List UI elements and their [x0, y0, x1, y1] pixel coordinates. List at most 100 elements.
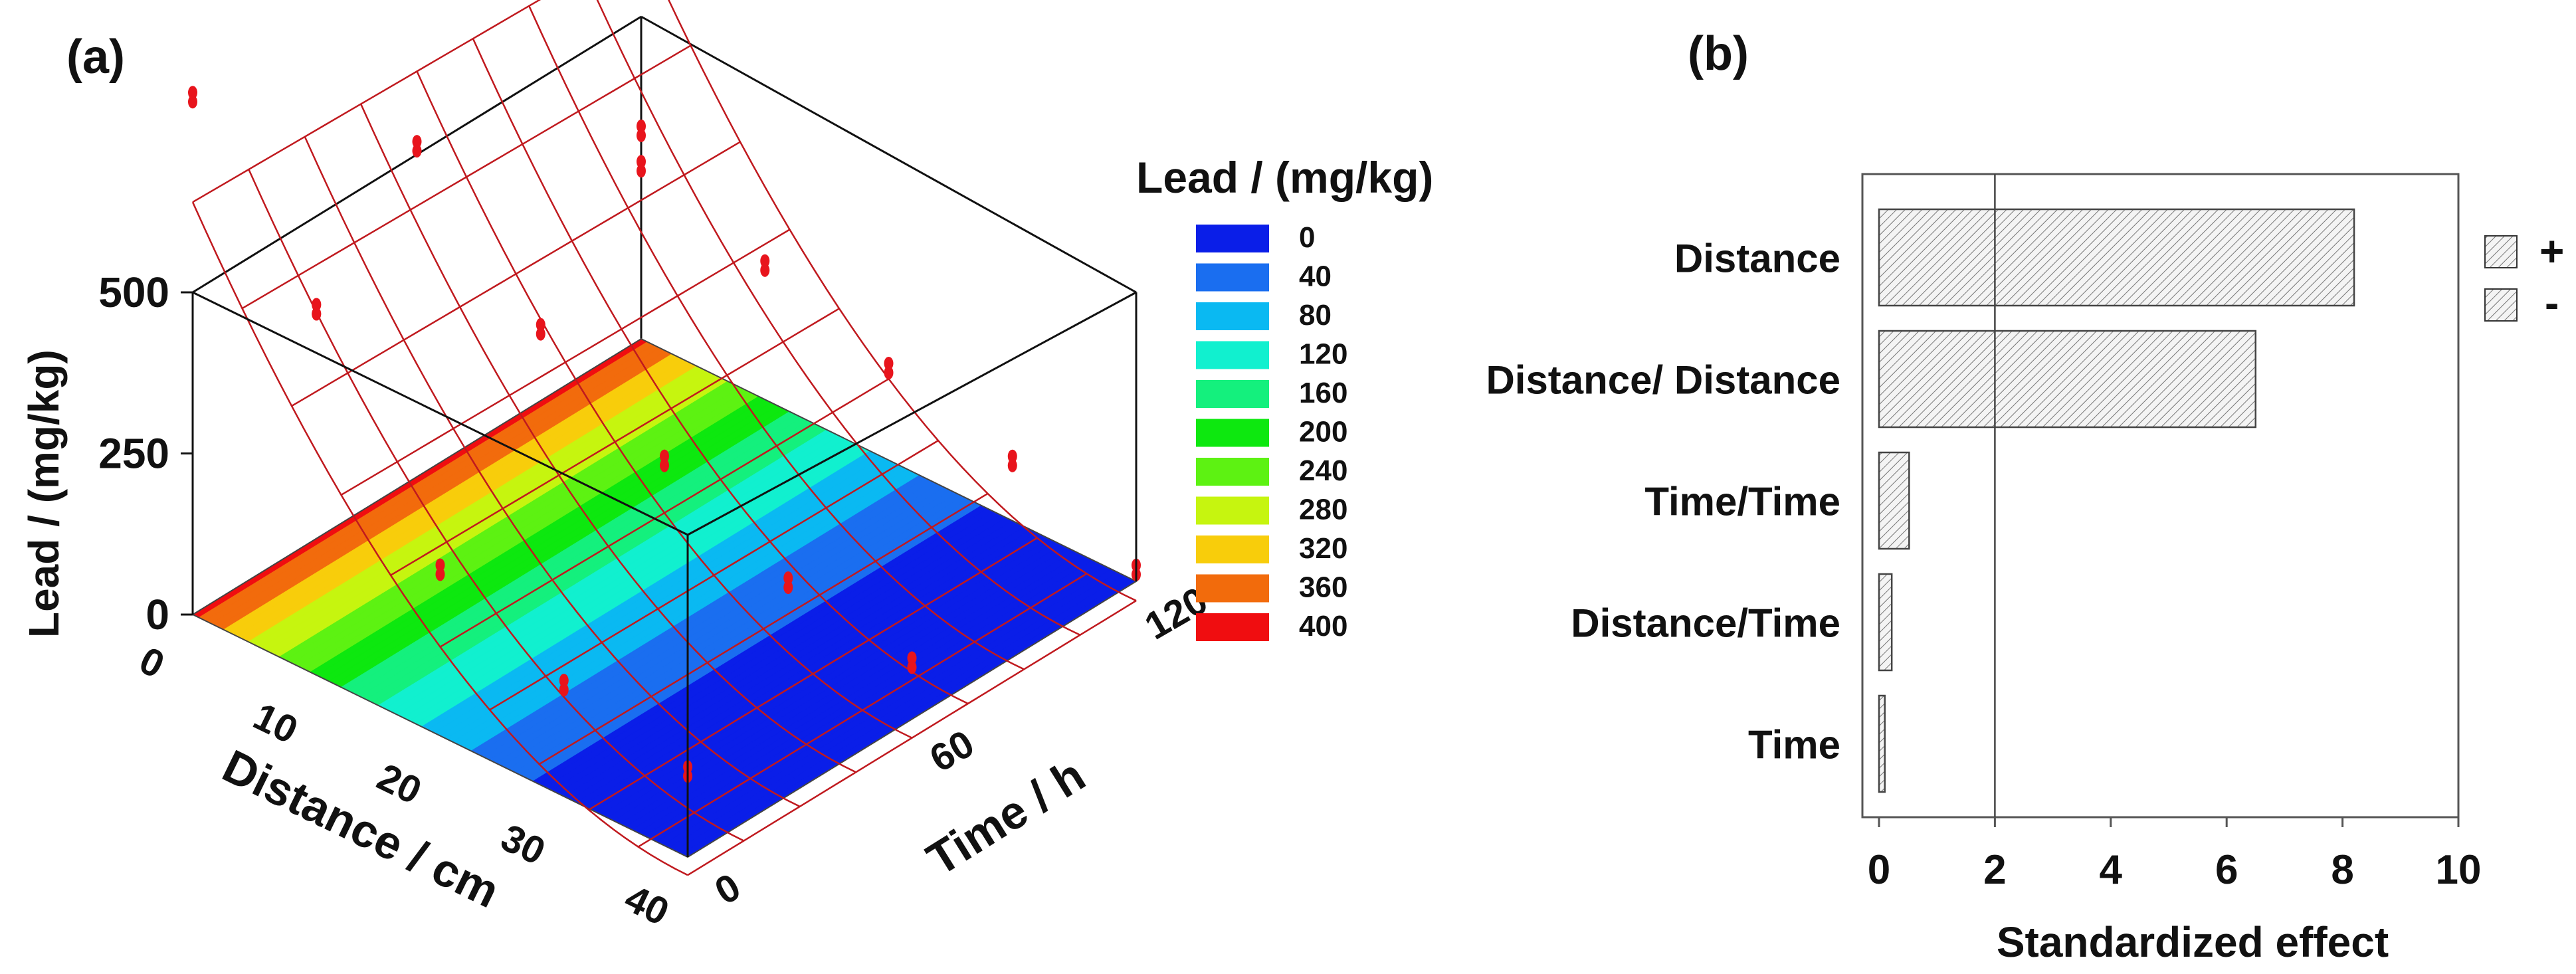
distance-axis-label: Distance / cm — [215, 739, 507, 918]
data-point — [312, 298, 322, 312]
sign-legend: + - — [2484, 227, 2564, 327]
legend-title: Lead / (mg/kg) — [1136, 153, 1433, 202]
data-point — [783, 571, 793, 585]
data-point — [188, 86, 197, 100]
x-tick-label: 4 — [2100, 847, 2123, 893]
category-labels: Distance Distance/ Distance Time/Time Dista… — [1486, 237, 1840, 767]
legend-swatch-plus — [2484, 235, 2518, 268]
effect-bar — [1878, 330, 2257, 429]
z-axis-ticks: 0 250 500 — [98, 268, 193, 638]
legend-swatch — [1196, 536, 1269, 563]
mesh-line-distance — [291, 141, 741, 407]
legend-level-label: 240 — [1299, 454, 1347, 487]
data-point — [536, 318, 545, 332]
data-point — [907, 651, 917, 665]
legend-label-minus: - — [2545, 279, 2559, 327]
effect-bar — [1878, 573, 1893, 672]
data-point — [660, 449, 669, 463]
data-point-replicate — [637, 128, 646, 142]
box-back-edges — [192, 15, 1137, 339]
z-tick-label: 0 — [146, 591, 169, 638]
category-label: Time — [1748, 723, 1840, 767]
data-point-replicate — [760, 263, 770, 277]
legend-level-label: 160 — [1299, 377, 1347, 409]
legend-swatch — [1196, 613, 1269, 641]
fitted-surface-mesh — [191, 0, 1137, 876]
z-tick-label: 500 — [98, 268, 169, 316]
legend-level-label: 40 — [1299, 260, 1332, 293]
distance-tick-label: 10 — [247, 694, 304, 752]
x-axis-label: Standardized effect — [1997, 918, 2389, 966]
legend-level-label: 80 — [1299, 299, 1332, 332]
mesh-line-distance — [439, 378, 890, 648]
mesh-line-distance — [241, 45, 692, 310]
time-tick-label: 60 — [923, 722, 981, 781]
legend-swatch — [1196, 302, 1269, 330]
mesh-line-distance — [192, 0, 542, 203]
box-front-edges — [191, 291, 1138, 857]
plot-frame — [1861, 173, 2460, 819]
data-point-replicate — [188, 95, 197, 109]
time-tick-label: 0 — [708, 865, 747, 913]
data-point-replicate — [559, 683, 569, 697]
legend-level-label: 200 — [1299, 416, 1347, 448]
mesh-line-distance — [390, 308, 840, 576]
mesh-line-distance — [538, 492, 989, 765]
panel-a-surface-plot: (a) 0 250 500 Lead / (mg/kg) 0 10 20 30 40 Dis… — [20, 0, 1433, 934]
legend-swatch — [1196, 225, 1269, 252]
data-point-replicate — [312, 307, 322, 321]
legend-swatch — [1196, 496, 1269, 525]
data-point — [760, 254, 770, 268]
legend-level-label: 360 — [1299, 571, 1347, 604]
data-point — [884, 357, 894, 370]
category-label: Distance/Time — [1571, 601, 1840, 646]
observed-points — [188, 86, 1141, 783]
panel-b-label: (b) — [1688, 27, 1749, 80]
distance-tick-label: 20 — [371, 755, 428, 813]
x-tick-label: 2 — [1983, 847, 2006, 893]
distance-tick-label: 30 — [494, 816, 551, 874]
legend-swatch — [1196, 574, 1269, 603]
data-point — [1007, 449, 1017, 463]
legend-swatch — [1196, 263, 1269, 292]
legend-swatch — [1196, 380, 1269, 408]
data-point-replicate — [412, 144, 422, 158]
legend-swatch — [1196, 341, 1269, 369]
data-point-replicate — [435, 567, 445, 581]
data-point — [412, 135, 422, 149]
mesh-line-distance — [489, 440, 939, 711]
category-label: Distance/ Distance — [1486, 358, 1840, 403]
x-tick-label: 6 — [2215, 847, 2238, 893]
mesh-line-distance — [687, 600, 1137, 876]
data-point-replicate — [1007, 458, 1017, 472]
mesh-line-distance — [637, 573, 1088, 848]
effect-bars — [1878, 208, 2355, 793]
legend-level-label: 320 — [1299, 532, 1347, 565]
legend-swatch-minus — [2484, 288, 2518, 322]
data-point-replicate — [637, 164, 646, 178]
legend-swatch — [1196, 419, 1269, 447]
legend-swatch — [1196, 458, 1269, 486]
data-point — [559, 674, 569, 688]
legend-label-plus: + — [2539, 227, 2564, 275]
distance-tick-label: 40 — [618, 876, 675, 934]
category-label: Distance — [1674, 237, 1840, 281]
data-point — [637, 155, 646, 169]
panel-a-label: (a) — [66, 31, 125, 84]
legend-level-label: 280 — [1299, 494, 1347, 526]
effect-bar — [1878, 451, 1910, 550]
data-point — [435, 558, 445, 572]
x-tick-label: 10 — [2436, 847, 2482, 893]
mesh-line-distance — [340, 229, 791, 496]
x-tick-label: 0 — [1868, 847, 1890, 893]
effect-bar — [1878, 208, 2355, 307]
data-point-replicate — [536, 327, 545, 341]
data-point-replicate — [783, 581, 793, 594]
category-label: Time/Time — [1644, 480, 1840, 524]
z-axis-label: Lead / (mg/kg) — [20, 349, 68, 638]
x-tick-label: 8 — [2331, 847, 2353, 893]
data-point-replicate — [660, 458, 669, 472]
legend-level-label: 120 — [1299, 338, 1347, 371]
legend-level-label: 400 — [1299, 610, 1347, 642]
